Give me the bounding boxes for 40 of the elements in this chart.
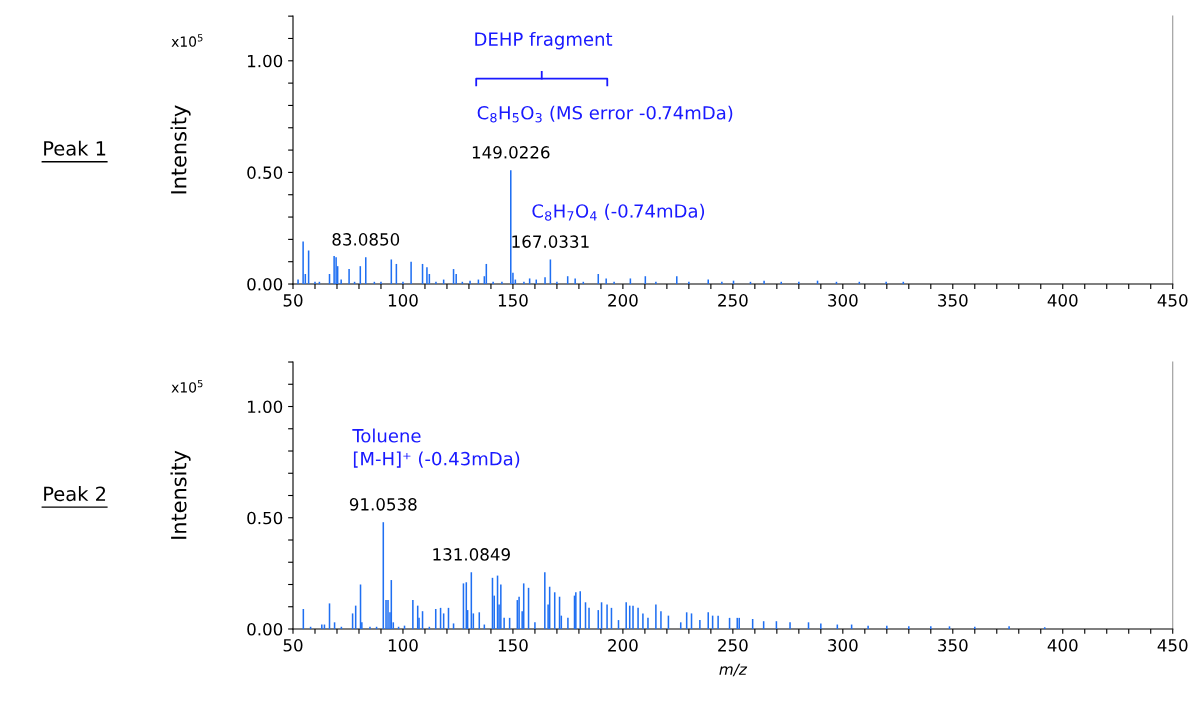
text: Peak 1 <box>44 140 106 156</box>
x-tick-label: 400 <box>1047 294 1078 307</box>
annotation: C$_{8}$H$_{5}$O$_{3}$ (MS error -0.74mDa) <box>477 105 733 123</box>
x-tick-label: 400 <box>1047 639 1078 652</box>
y-tick-label: 0.50 <box>247 511 283 525</box>
annotation: C$_{8}$H$_{7}$O$_{4}$ (-0.74mDa) <box>532 203 705 221</box>
annotation: 131.0849 <box>433 548 510 561</box>
y-tick-label: 0.00 <box>247 277 283 291</box>
y-tick-label: 0.00 <box>247 622 283 636</box>
x-tick-label: 200 <box>608 639 638 652</box>
y-axis-title: Intensity <box>170 105 191 194</box>
x-tick-label: 300 <box>828 294 858 307</box>
y-axis-title: Intensity <box>170 450 191 539</box>
x-tick-label: 350 <box>938 294 968 307</box>
annotation: Toluene [M-H]⁺ (-0.43mDa) <box>352 428 520 468</box>
text: x10$^{5}$ <box>171 380 203 393</box>
text: Peak 2 <box>44 486 106 502</box>
annotation: 149.0226 <box>472 146 550 159</box>
x-tick-label: 50 <box>283 639 303 652</box>
x-tick-label: 300 <box>828 639 858 652</box>
x-tick-label: 250 <box>718 639 748 652</box>
annotation: 167.0331 <box>512 235 589 248</box>
y-tick-label: 1.00 <box>248 400 283 414</box>
y-tick-label: 1.00 <box>248 54 283 68</box>
text: x10$^{5}$ <box>171 34 203 47</box>
x-tick-label: 450 <box>1157 639 1188 652</box>
x-tick-label: 100 <box>388 294 418 307</box>
x-axis-title: m/z <box>719 663 748 677</box>
x-tick-label: 150 <box>498 294 528 307</box>
annotation: 91.0538 <box>349 498 417 511</box>
annotation: DEHP fragment <box>475 31 613 50</box>
x-tick-label: 150 <box>498 639 528 652</box>
x-tick-label: 350 <box>938 639 968 652</box>
x-tick-label: 450 <box>1157 294 1188 307</box>
annotation: 83.0850 <box>332 233 400 246</box>
x-tick-label: 250 <box>718 294 748 307</box>
x-tick-label: 100 <box>388 639 418 652</box>
x-tick-label: 50 <box>283 294 303 307</box>
x-tick-label: 200 <box>608 294 638 307</box>
y-tick-label: 0.50 <box>247 166 283 179</box>
